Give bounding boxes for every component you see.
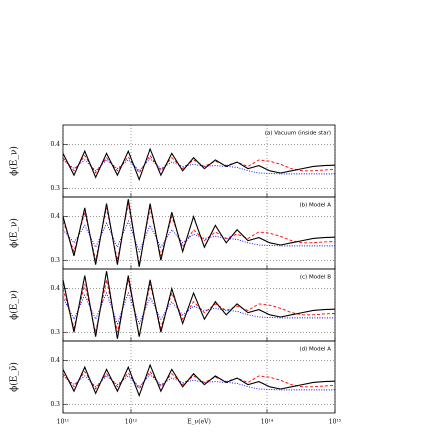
x-tick-label: 10¹¹ (57, 419, 69, 426)
panel-label: (a) Vacuum (inside star) (265, 131, 331, 137)
y-axis-label: ϕ(E_ν) (9, 218, 20, 248)
x-tick-label: 10¹² (125, 419, 138, 426)
panel-label: (b) Model A (299, 203, 331, 209)
panel-label: (d) Model A (299, 347, 331, 353)
panel-label: (c) Model B (300, 275, 331, 281)
y-tick-label: 0.3 (50, 185, 60, 192)
y-tick-label: 0.3 (50, 329, 60, 336)
x-tick-label: 10¹⁵ (329, 419, 342, 426)
data-line (62, 199, 336, 267)
data-line (62, 157, 335, 175)
data-line (62, 203, 336, 265)
y-tick-label: 0.4 (50, 213, 60, 220)
y-tick-label: 0.4 (50, 357, 60, 364)
y-tick-label: 0.4 (50, 285, 60, 292)
data-line (62, 279, 336, 337)
y-axis-label: ϕ(E_ν̄) (9, 362, 20, 392)
x-axis-label: E_ν(eV) (187, 419, 211, 426)
y-tick-label: 0.4 (50, 141, 60, 148)
data-line (62, 147, 336, 182)
y-tick-label: 0.3 (50, 257, 60, 264)
y-axis-label: ϕ(E_ν) (9, 290, 20, 320)
y-tick-label: 0.3 (50, 401, 60, 408)
data-line (62, 219, 335, 253)
data-line (62, 363, 336, 398)
x-tick-label: 10¹⁴ (261, 419, 274, 426)
y-axis-label: ϕ(E_ν) (9, 146, 20, 176)
data-line (62, 271, 336, 339)
data-line (62, 291, 335, 325)
data-line (62, 373, 335, 391)
